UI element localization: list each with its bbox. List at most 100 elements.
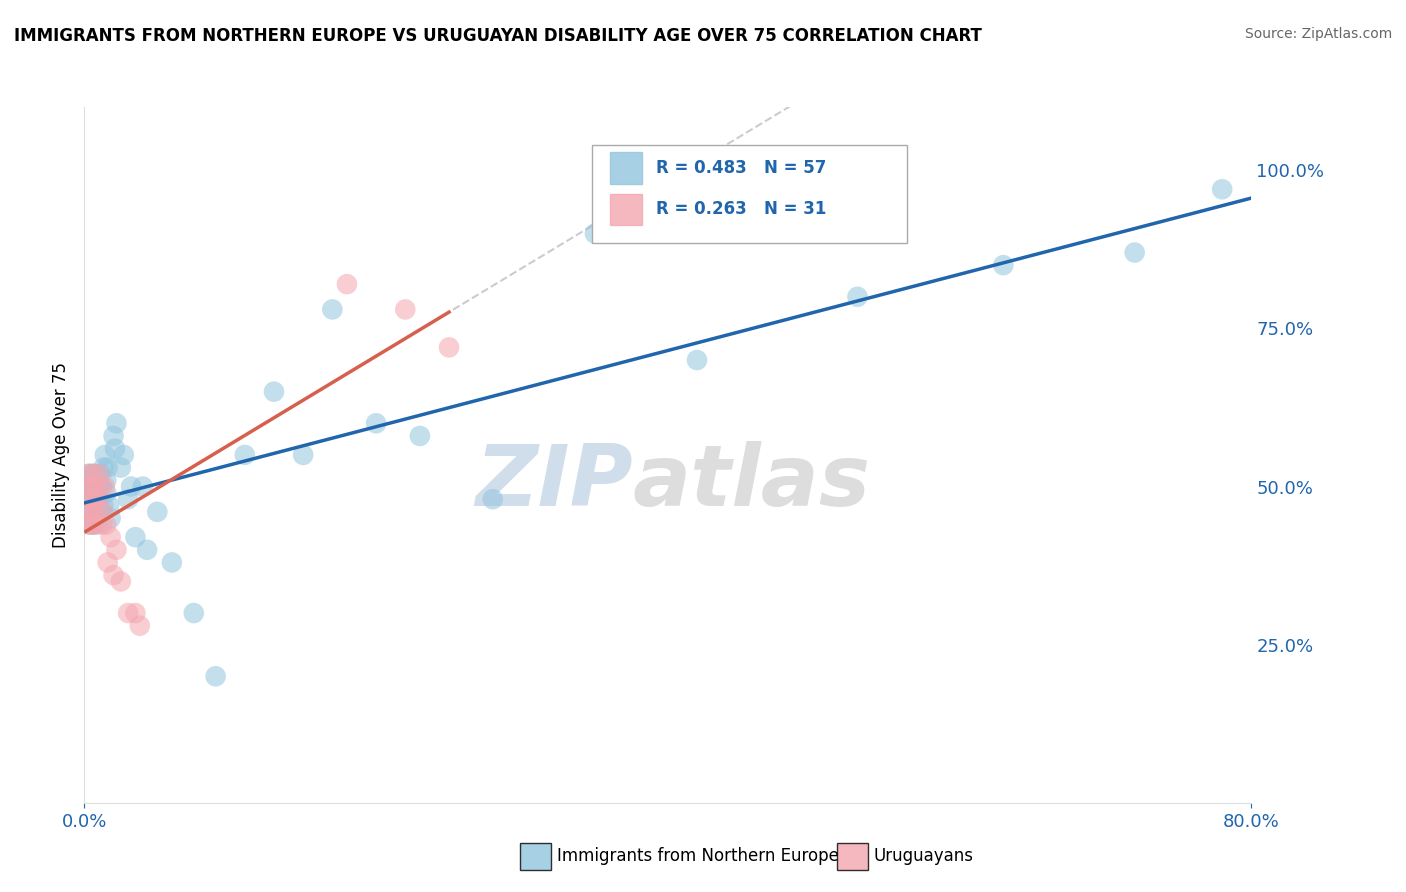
Bar xyxy=(610,153,643,184)
Point xyxy=(76,492,98,507)
Point xyxy=(321,302,343,317)
Point xyxy=(77,467,100,481)
Point xyxy=(80,467,103,481)
Point xyxy=(110,460,132,475)
Point xyxy=(117,606,139,620)
Point xyxy=(79,492,101,507)
Point xyxy=(117,492,139,507)
Point xyxy=(105,417,128,431)
Point xyxy=(993,258,1015,272)
Point xyxy=(94,448,117,462)
Point xyxy=(437,340,460,354)
Point xyxy=(124,606,146,620)
Point xyxy=(94,479,117,493)
Point xyxy=(204,669,226,683)
Point xyxy=(98,499,121,513)
Point xyxy=(183,606,205,620)
Text: R = 0.483   N = 57: R = 0.483 N = 57 xyxy=(657,159,827,177)
Point xyxy=(79,517,101,532)
Point xyxy=(87,492,110,507)
Point xyxy=(89,479,111,493)
Point xyxy=(97,460,120,475)
Point xyxy=(846,290,869,304)
Text: IMMIGRANTS FROM NORTHERN EUROPE VS URUGUAYAN DISABILITY AGE OVER 75 CORRELATION : IMMIGRANTS FROM NORTHERN EUROPE VS URUGU… xyxy=(14,27,981,45)
Point xyxy=(86,517,108,532)
Point xyxy=(83,479,105,493)
Point xyxy=(105,542,128,557)
Point xyxy=(91,505,114,519)
Point xyxy=(91,460,114,475)
Point xyxy=(110,574,132,589)
Point xyxy=(77,517,100,532)
Point xyxy=(83,492,105,507)
Point xyxy=(100,511,122,525)
Point xyxy=(87,479,110,493)
Point xyxy=(132,479,155,493)
Point xyxy=(124,530,146,544)
Point xyxy=(82,467,104,481)
Point xyxy=(100,530,122,544)
FancyBboxPatch shape xyxy=(592,145,907,243)
Text: Immigrants from Northern Europe: Immigrants from Northern Europe xyxy=(557,847,838,865)
Point xyxy=(583,227,606,241)
Point xyxy=(77,505,100,519)
Point xyxy=(89,467,111,481)
Point xyxy=(103,568,125,582)
Bar xyxy=(610,194,643,226)
Point xyxy=(86,492,108,507)
Point xyxy=(292,448,315,462)
Point xyxy=(86,505,108,519)
Point xyxy=(83,517,105,532)
Point xyxy=(82,492,104,507)
Point xyxy=(1123,245,1146,260)
Point xyxy=(1211,182,1233,196)
Point xyxy=(83,467,105,481)
Point xyxy=(82,517,104,532)
Point xyxy=(97,556,120,570)
Point xyxy=(76,505,98,519)
Point xyxy=(146,505,169,519)
Point xyxy=(77,467,100,481)
Point xyxy=(79,479,101,493)
Text: Source: ZipAtlas.com: Source: ZipAtlas.com xyxy=(1244,27,1392,41)
Point xyxy=(128,618,150,632)
Point xyxy=(75,479,97,493)
Point xyxy=(112,448,135,462)
Point xyxy=(120,479,142,493)
Point xyxy=(84,505,107,519)
Point xyxy=(87,467,110,481)
Point xyxy=(91,499,114,513)
Text: atlas: atlas xyxy=(633,442,870,524)
Point xyxy=(96,486,118,500)
Point xyxy=(160,556,183,570)
Point xyxy=(79,479,101,493)
Text: Uruguayans: Uruguayans xyxy=(873,847,973,865)
Point xyxy=(366,417,388,431)
Point xyxy=(394,302,416,317)
Point xyxy=(80,505,103,519)
Point xyxy=(103,429,125,443)
Point xyxy=(80,505,103,519)
Point xyxy=(80,492,103,507)
Point xyxy=(80,517,103,532)
Point xyxy=(84,479,107,493)
Point xyxy=(90,505,112,519)
Point xyxy=(96,473,118,487)
Point xyxy=(75,479,97,493)
Point xyxy=(104,442,127,456)
Point xyxy=(686,353,709,368)
Point xyxy=(336,277,359,292)
Point xyxy=(90,479,112,493)
Point xyxy=(233,448,256,462)
Point xyxy=(263,384,285,399)
Point xyxy=(409,429,432,443)
Point xyxy=(90,517,112,532)
Point xyxy=(82,479,104,493)
Point xyxy=(482,492,505,507)
Point xyxy=(96,517,118,532)
Point xyxy=(136,542,159,557)
Text: ZIP: ZIP xyxy=(475,442,633,524)
Text: R = 0.263   N = 31: R = 0.263 N = 31 xyxy=(657,201,827,219)
Y-axis label: Disability Age Over 75: Disability Age Over 75 xyxy=(52,362,70,548)
Point xyxy=(84,505,107,519)
